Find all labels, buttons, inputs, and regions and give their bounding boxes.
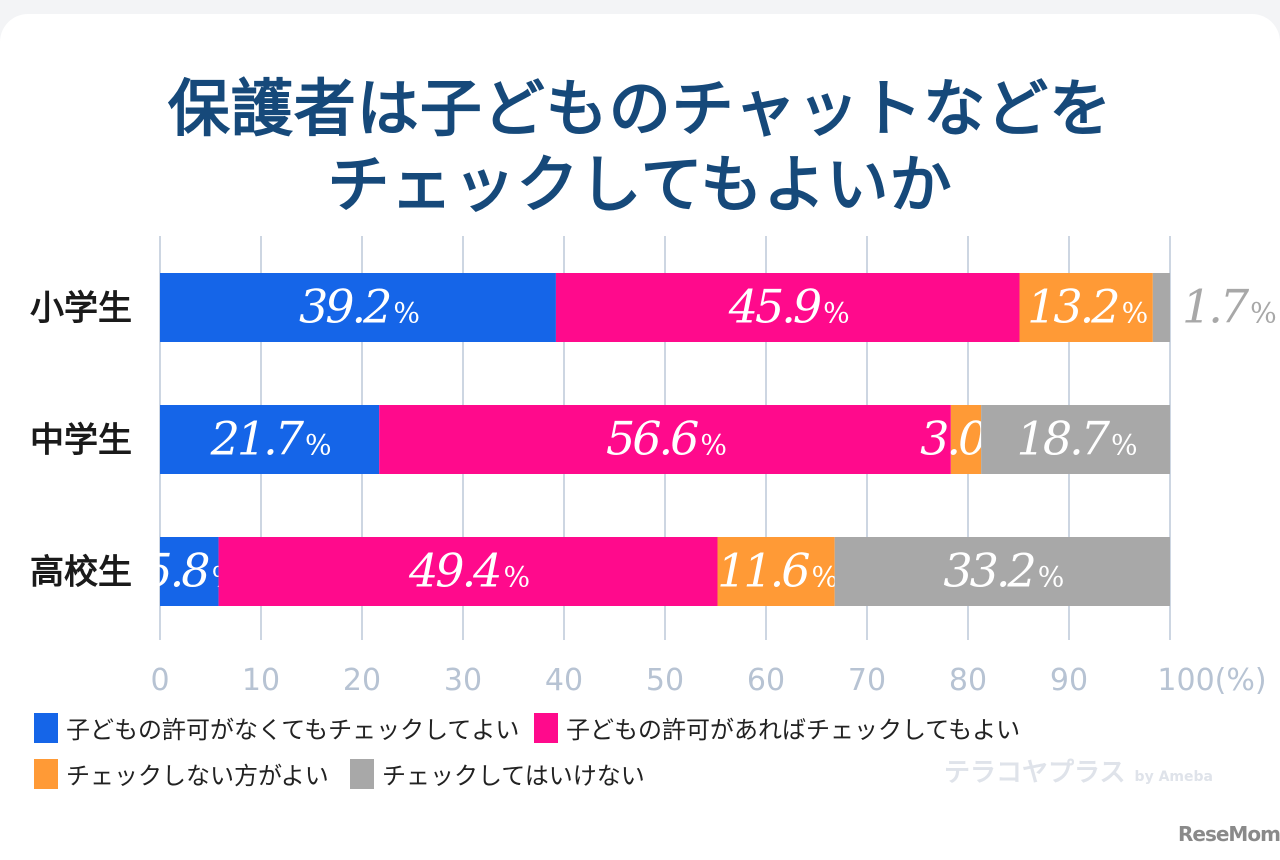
bar-segment	[1152, 273, 1170, 342]
chart-title-line-2: チェックしてもよいか	[327, 148, 953, 221]
watermark-text: テラコヤプラス	[944, 758, 1126, 788]
bar-segment	[160, 273, 556, 342]
x-tick-label: 0	[150, 663, 169, 698]
legend-label: チェックしてはいけない	[382, 762, 645, 790]
legend-swatch	[534, 712, 558, 743]
category-label: 中学生	[30, 421, 132, 461]
bar-segment	[981, 405, 1170, 474]
legend-swatch	[350, 758, 374, 789]
bar-segment	[834, 537, 1170, 606]
bar-segment	[1019, 273, 1153, 342]
resemom-logo: ReseMom	[1178, 822, 1280, 846]
legend-item-3: チェックしない方がよい	[34, 756, 329, 791]
bar-segment	[950, 405, 982, 474]
x-tick-label: 50	[646, 663, 684, 698]
bar-segment	[160, 405, 380, 474]
chart-title-line-1: 保護者は子どものチャットなどを	[167, 72, 1113, 145]
legend-label: チェックしない方がよい	[66, 762, 329, 790]
legend-swatch	[34, 758, 58, 789]
legend-swatch	[34, 712, 58, 743]
bar-segment	[218, 537, 718, 606]
legend-item-1: 子どもの許可がなくてもチェックしてよい	[34, 710, 519, 745]
stacked-bar-chart: 0 10 20 30 40 50 60 70 80 90 100(%)小学生 39.2% 45.9% 13…	[30, 236, 1279, 698]
bar-segment	[555, 273, 1020, 342]
x-tick-label: 40	[545, 663, 583, 698]
bar-segment	[717, 537, 835, 606]
x-tick-label: 100(%)	[1157, 663, 1266, 698]
x-tick-label: 10	[242, 663, 280, 698]
x-tick-label: 20	[343, 663, 381, 698]
bar-segment	[160, 537, 219, 606]
x-tick-label: 30	[444, 663, 482, 698]
watermark-logo: テラコヤプラス by Ameba	[944, 752, 1213, 789]
x-tick-label: 60	[747, 663, 785, 698]
legend-item-4: チェックしてはいけない	[350, 756, 645, 791]
x-tick-label: 90	[1050, 663, 1088, 698]
watermark-suffix: by Ameba	[1134, 769, 1213, 785]
category-label: 小学生	[30, 289, 132, 329]
legend-label: 子どもの許可がなくてもチェックしてよい	[66, 716, 520, 744]
category-label: 高校生	[30, 553, 132, 593]
legend-label: 子どもの許可があればチェックしてもよい	[566, 716, 1021, 744]
legend-item-2: 子どもの許可があればチェックしてもよい	[534, 710, 1020, 745]
x-tick-label: 70	[848, 663, 886, 698]
bar-segment	[379, 405, 951, 474]
x-tick-label: 80	[949, 663, 987, 698]
data-label: 1.7%	[1182, 280, 1276, 334]
